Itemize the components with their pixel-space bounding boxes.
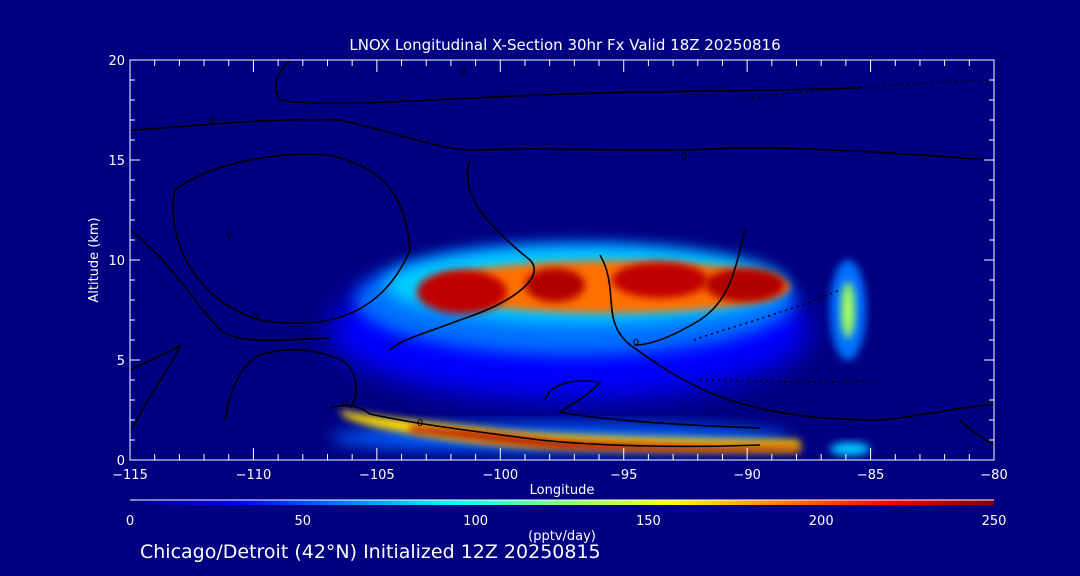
lnox-core-4: [705, 268, 785, 302]
contour-line: [693, 289, 841, 341]
y-tick-label: 15: [108, 154, 125, 169]
contour-line: [275, 60, 861, 105]
contour-line: [172, 153, 411, 325]
y-tick-label: 0: [117, 454, 125, 469]
contour-labels: 0 0 0 0 0 0 0 0: [209, 67, 687, 429]
contour-line: [739, 79, 991, 101]
contour-lines: [130, 60, 994, 448]
x-axis: −115 −110 −105 −100 −95 −90 −85 −80: [112, 60, 1008, 483]
colorbar-label: (pptv/day): [528, 529, 596, 544]
contour-line: [544, 380, 761, 429]
contour-line: [130, 344, 181, 431]
contour-line: [599, 254, 994, 421]
lnox-core-3: [612, 262, 708, 298]
lnox-low-core: [410, 426, 800, 451]
x-tick-label: −110: [236, 468, 272, 483]
x-tick-label: −105: [359, 468, 395, 483]
colorbar-ticks: 0 50 100 150 200 250: [126, 499, 1007, 529]
lnox-low-band: [340, 410, 800, 452]
contour-label: 0: [342, 398, 348, 409]
contour-label: 0: [226, 230, 232, 241]
x-axis-label: Longitude: [530, 483, 595, 498]
x-tick-label: −115: [112, 468, 148, 483]
contour-label: 0: [417, 418, 423, 429]
y-tick-label: 5: [117, 354, 125, 369]
x-tick-label: −95: [610, 468, 637, 483]
contour-line: [130, 118, 991, 161]
colorbar-tick-label: 200: [809, 514, 834, 529]
footer-caption: Chicago/Detroit (42°N) Initialized 12Z 2…: [140, 541, 601, 563]
contour-line: [224, 348, 358, 421]
y-tick-label: 20: [108, 54, 125, 69]
x-tick-label: −90: [733, 468, 760, 483]
x-tick-label: −80: [980, 468, 1007, 483]
contour-line: [389, 159, 536, 351]
contour-line: [699, 379, 881, 384]
chart-title: LNOX Longitudinal X-Section 30hr Fx Vali…: [349, 36, 780, 54]
contour-label: 0: [681, 152, 687, 163]
contour-label: 0: [633, 338, 639, 349]
y-axis: 0 5 10 15 20: [108, 54, 994, 469]
colorbar-tick-label: 100: [463, 514, 488, 529]
lnox-column-cyan: [841, 282, 855, 338]
contour-line: [959, 419, 994, 446]
colorbar-tick-label: 250: [982, 514, 1007, 529]
contour-label: 0: [253, 312, 259, 323]
lnox-field: [130, 60, 994, 456]
lnox-surface-blob: [830, 442, 870, 456]
lnox-core-1: [417, 270, 507, 314]
y-axis-label: Altitude (km): [87, 217, 102, 302]
x-tick-label: −100: [482, 468, 518, 483]
contour-line: [329, 404, 761, 448]
contour-label: 0: [209, 115, 215, 126]
x-tick-label: −85: [857, 468, 884, 483]
lnox-core-2: [525, 268, 585, 302]
colorbar-tick-label: 0: [126, 514, 134, 529]
contour-label: 0: [460, 67, 466, 78]
colorbar: [130, 500, 994, 505]
contour-line: [634, 229, 746, 346]
y-tick-label: 10: [108, 254, 125, 269]
contour-line: [130, 229, 331, 342]
colorbar-tick-label: 150: [636, 514, 661, 529]
colorbar-tick-label: 50: [295, 514, 312, 529]
